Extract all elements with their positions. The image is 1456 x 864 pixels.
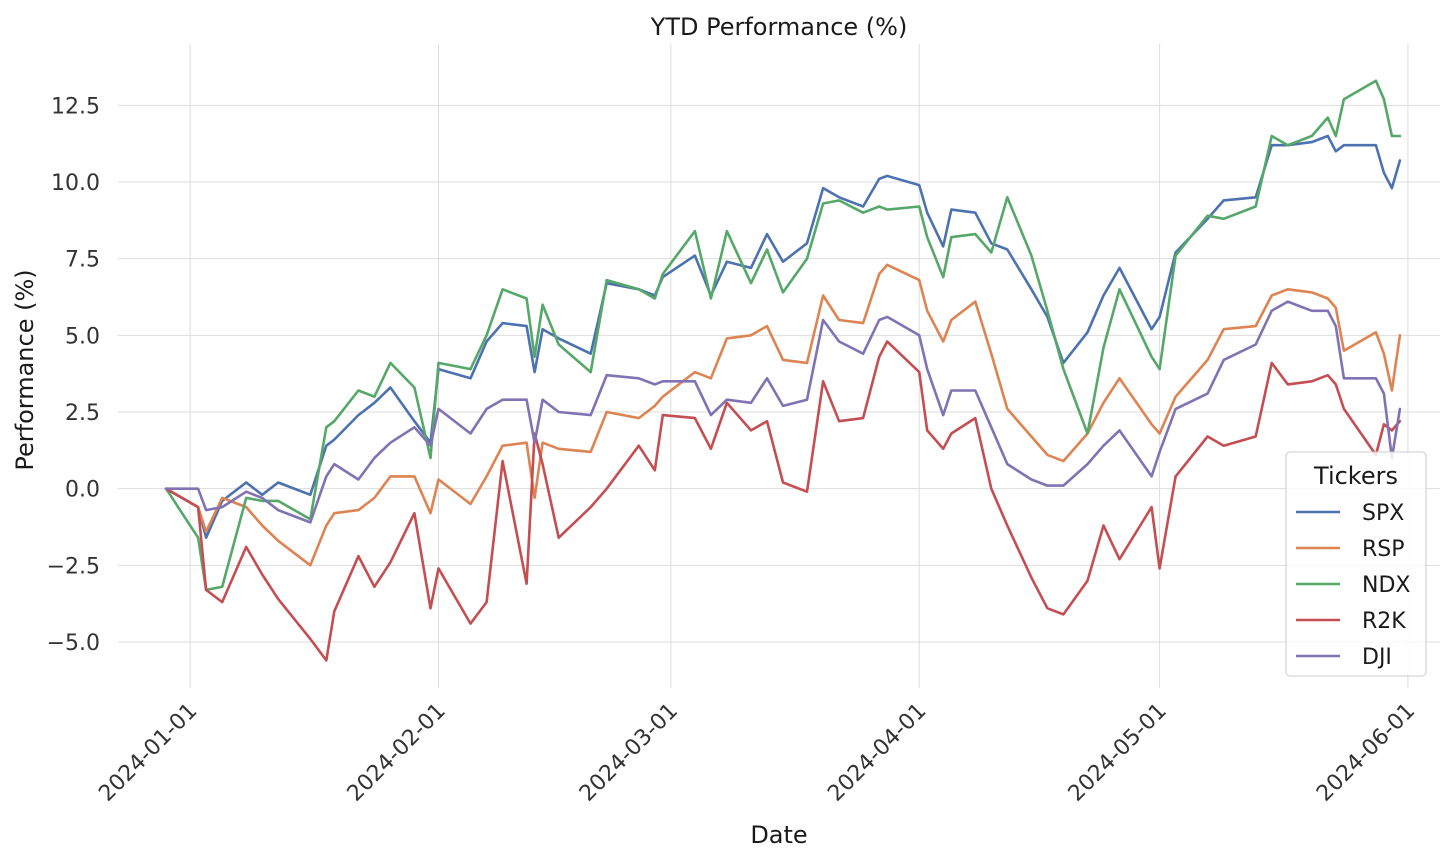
series-line-r2k — [164, 340, 1402, 662]
legend: Tickers SPX RSP NDX R2K DJI — [1285, 451, 1427, 677]
x-axis-title: Date — [750, 821, 807, 849]
y-tick-label: −2.5 — [47, 554, 100, 579]
series-line-rsp — [164, 263, 1402, 567]
y-gridlines — [118, 104, 1440, 643]
series-line-ndx — [164, 79, 1402, 592]
y-tick-label: 10.0 — [51, 171, 100, 196]
legend-label-rsp: RSP — [1362, 537, 1405, 562]
legend-label-r2k: R2K — [1362, 609, 1406, 634]
y-tick-label: 7.5 — [65, 248, 100, 273]
legend-label-spx: SPX — [1362, 501, 1404, 526]
series-lines — [164, 79, 1402, 662]
series-line-dji — [164, 300, 1402, 524]
y-tick-labels: −5.0 −2.5 0.0 2.5 5.0 7.5 10.0 12.5 — [47, 94, 100, 656]
y-tick-label: 0.0 — [65, 478, 100, 503]
legend-title: Tickers — [1313, 462, 1398, 490]
legend-label-ndx: NDX — [1362, 573, 1410, 598]
series-line-spx — [164, 134, 1402, 540]
y-tick-label: 12.5 — [51, 94, 100, 119]
y-tick-label: 2.5 — [65, 401, 100, 426]
chart-title: YTD Performance (%) — [650, 13, 908, 41]
legend-label-dji: DJI — [1362, 645, 1392, 670]
y-tick-label: 5.0 — [65, 324, 100, 349]
y-axis-title: Performance (%) — [11, 269, 39, 470]
y-tick-label: −5.0 — [47, 631, 100, 656]
legend-items: SPX RSP NDX R2K DJI — [1296, 501, 1410, 670]
